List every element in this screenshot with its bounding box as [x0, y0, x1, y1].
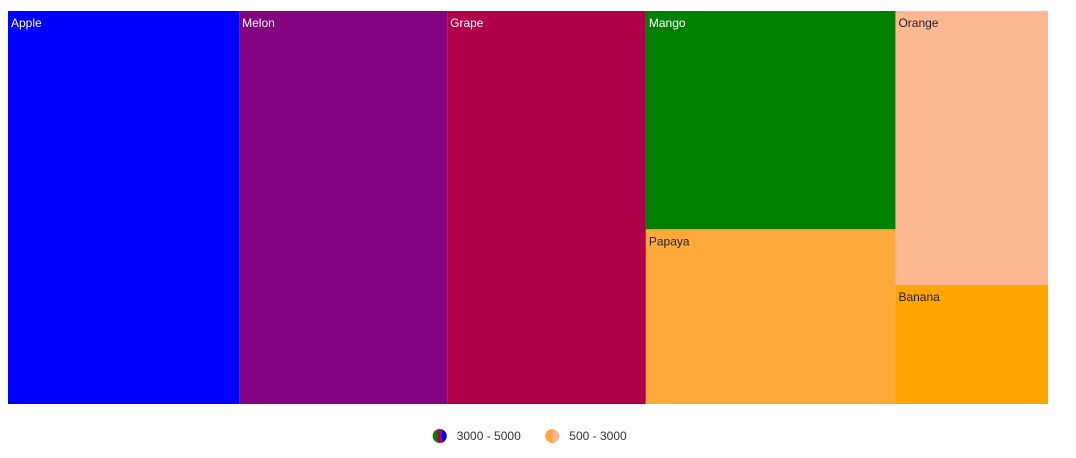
- tile-label-orange: Orange: [898, 16, 938, 30]
- tile-rect-banana[interactable]: [895, 284, 1048, 404]
- tile-rect-papaya[interactable]: [645, 229, 896, 404]
- tile-label-grape: Grape: [450, 16, 484, 30]
- legend-item-3000-5000[interactable]: 3000 - 5000: [432, 429, 521, 443]
- tile-label-mango: Mango: [649, 16, 686, 30]
- tile-rect-grape[interactable]: [447, 11, 646, 404]
- tile-label-papaya: Papaya: [649, 234, 690, 248]
- tile-banana[interactable]: Banana: [895, 284, 1048, 404]
- tile-mango[interactable]: Mango: [645, 11, 896, 230]
- tile-papaya[interactable]: Papaya: [645, 229, 896, 404]
- tile-label-apple: Apple: [11, 16, 42, 30]
- tile-label-melon: Melon: [242, 16, 275, 30]
- legend-label-3000-5000: 3000 - 5000: [457, 429, 521, 443]
- tile-grape[interactable]: Grape: [447, 11, 646, 404]
- legend: 3000 - 5000 500 - 3000: [432, 429, 627, 443]
- tile-rect-melon[interactable]: [239, 11, 448, 404]
- legend-marker-3000-5000[interactable]: [432, 429, 447, 443]
- tile-label-banana: Banana: [898, 290, 940, 304]
- tile-rect-apple[interactable]: [8, 11, 240, 404]
- tile-apple[interactable]: Apple: [8, 11, 240, 404]
- tile-orange[interactable]: Orange: [895, 11, 1048, 285]
- legend-marker-500-3000[interactable]: [545, 429, 560, 443]
- tile-rect-orange[interactable]: [895, 11, 1048, 285]
- treemap-tiles: Apple Melon Grape Mango Papaya Orange Banana: [8, 11, 1048, 404]
- tile-melon[interactable]: Melon: [239, 11, 448, 404]
- tile-rect-mango[interactable]: [645, 11, 896, 230]
- legend-label-500-3000: 500 - 3000: [569, 429, 627, 443]
- legend-item-500-3000[interactable]: 500 - 3000: [545, 429, 627, 443]
